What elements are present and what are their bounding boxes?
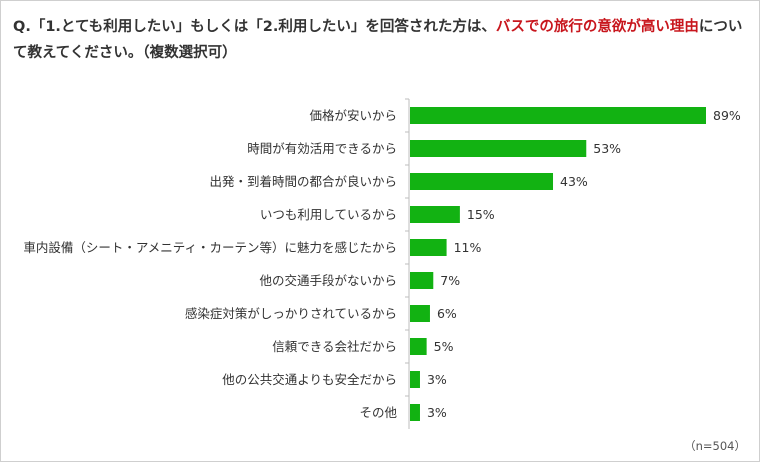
question-suffix: について教えてください。（複数選択可）	[13, 19, 743, 61]
value-label: 3%	[427, 405, 447, 420]
value-label: 5%	[434, 339, 454, 354]
category-label: 他の交通手段がないから	[259, 273, 397, 288]
bar	[410, 272, 434, 289]
category-label: 感染症対策がしっかりされているから	[185, 306, 397, 321]
bar	[410, 305, 430, 322]
value-label: 11%	[454, 240, 482, 255]
value-label: 89%	[713, 108, 741, 123]
value-label: 15%	[467, 207, 495, 222]
question-highlight: バスでの旅行の意欲が高い理由	[495, 19, 699, 35]
value-label: 7%	[440, 273, 460, 288]
category-label: 出発・到着時間の都合が良いから	[209, 174, 397, 189]
bar	[410, 371, 420, 388]
bar	[410, 338, 427, 355]
category-label: 車内設備（シート・アメニティ・カーテン等）に魅力を感じたから	[23, 240, 397, 255]
value-label: 43%	[560, 174, 588, 189]
bar	[410, 107, 706, 124]
question-prefix: Q.「1.とても利用したい」もしくは「2.利用したい」を回答された方は、	[13, 19, 496, 35]
category-label: 時間が有効活用できるから	[247, 141, 397, 156]
value-label: 6%	[437, 306, 457, 321]
bar	[410, 173, 554, 190]
bar	[410, 140, 587, 157]
category-label: 価格が安いから	[309, 108, 397, 123]
category-label: 信頼できる会社だから	[272, 339, 397, 354]
category-label: 他の公共交通よりも安全だから	[222, 372, 397, 387]
category-label: いつも利用しているから	[260, 207, 397, 222]
value-label: 3%	[427, 372, 447, 387]
bar	[410, 404, 420, 421]
value-label: 53%	[593, 141, 621, 156]
category-label: その他	[359, 405, 397, 420]
bar	[410, 239, 447, 256]
sample-size-note: （n=504）	[684, 439, 746, 453]
question-text: Q.「1.とても利用したい」もしくは「2.利用したい」を回答された方は、バスでの…	[13, 14, 748, 66]
bar	[410, 206, 460, 223]
